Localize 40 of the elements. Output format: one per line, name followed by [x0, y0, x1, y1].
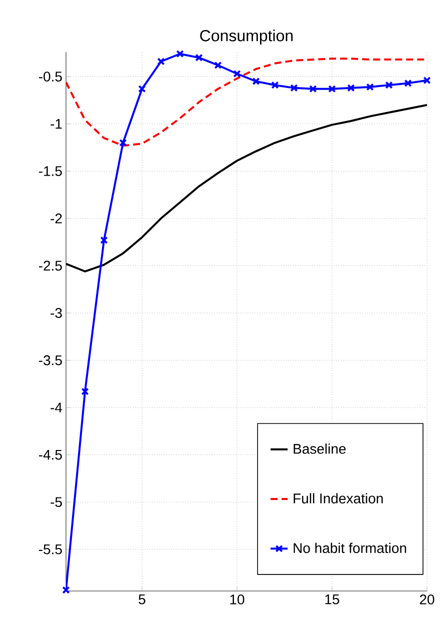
point	[290, 84, 298, 92]
point	[252, 77, 260, 86]
x-tick-label: 15	[325, 594, 340, 604]
point	[176, 50, 184, 58]
point	[138, 85, 146, 93]
point	[309, 85, 317, 93]
legend-label: No habit formation	[294, 542, 406, 554]
point	[233, 70, 241, 78]
y-tick-label: -2.5	[38, 260, 62, 271]
point	[347, 84, 355, 92]
y-tick-label: -1	[50, 119, 62, 129]
x-tick-label: 5	[138, 594, 146, 604]
point	[404, 79, 412, 88]
point	[62, 586, 70, 594]
y-tick-label: -4.5	[38, 450, 62, 460]
y-tick-label: -0.5	[38, 72, 62, 82]
chart-title: Consumption	[200, 30, 293, 45]
point	[157, 58, 165, 66]
point	[328, 85, 336, 93]
legend-label: Baseline	[294, 444, 346, 454]
point	[271, 81, 279, 89]
point	[195, 54, 203, 62]
point	[214, 61, 222, 70]
point	[119, 138, 127, 147]
point	[81, 388, 89, 396]
y-tick-label: -1.5	[38, 166, 62, 176]
legend-label: Full Indexation	[294, 493, 383, 504]
y-tick-label: -3.5	[38, 355, 62, 366]
point	[100, 236, 108, 244]
y-tick-label: -5	[50, 497, 62, 507]
point	[385, 81, 393, 89]
point	[423, 76, 431, 84]
line-series	[66, 104, 428, 272]
y-tick-label: -5.5	[38, 544, 62, 554]
y-tick-label: -4	[50, 402, 62, 412]
y-tick-label: -3	[50, 308, 62, 318]
x-tick-label: 10	[230, 594, 244, 604]
point	[366, 83, 374, 91]
x-tick-label: 20	[420, 594, 434, 604]
y-tick-label: -2	[50, 214, 62, 224]
